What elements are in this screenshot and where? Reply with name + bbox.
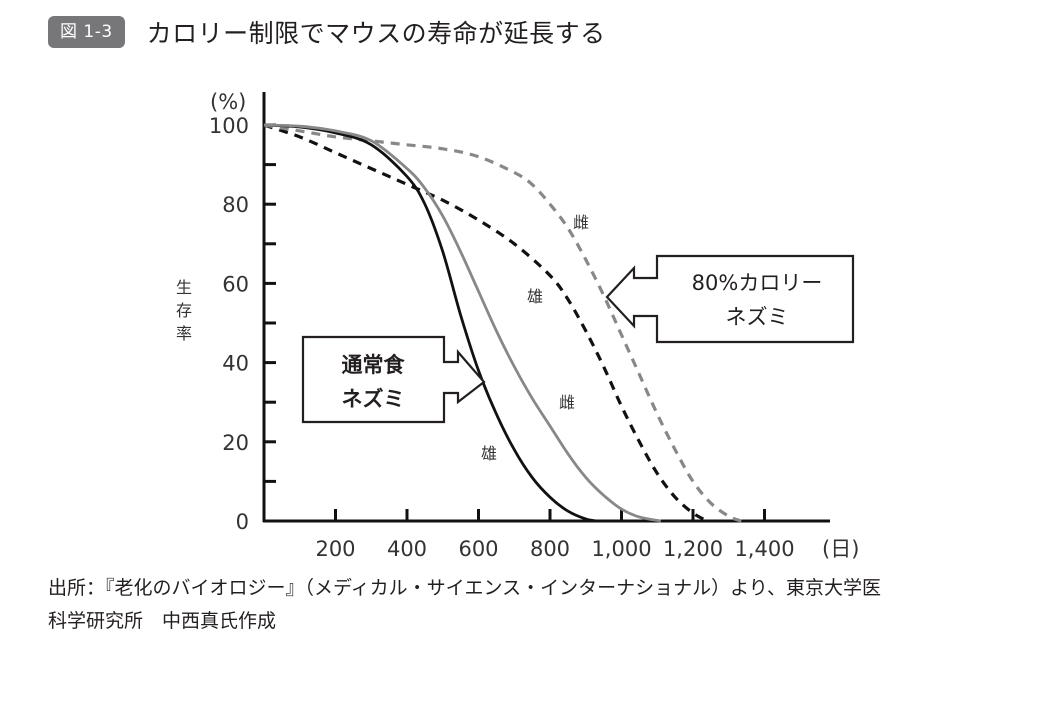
y-tick-label: 60 — [222, 272, 249, 296]
y-unit-label: (%) — [210, 90, 246, 114]
series-line-restricted-female — [263, 123, 742, 523]
callout-restricted-line2: ネズミ — [726, 305, 789, 329]
callout-normal-line1: 通常食 — [342, 353, 406, 377]
callout-normal-line2: ネズミ — [342, 387, 405, 411]
label-male-normal: 雄 — [481, 444, 497, 463]
y-tick-label: 100 — [209, 114, 249, 138]
label-male-restricted: 雄 — [527, 287, 543, 306]
label-female-normal: 雌 — [559, 393, 575, 412]
x-tick-label: 1,000 — [591, 537, 651, 561]
y-axis-title-char-3: 率 — [176, 324, 192, 343]
figure-number-badge: 図 1-3 — [48, 16, 125, 48]
x-tick-label: 800 — [530, 537, 570, 561]
x-tick-label: 1,200 — [663, 537, 723, 561]
y-axis-title-char-2: 存 — [176, 301, 192, 320]
callout-normal: 通常食 ネズミ — [301, 335, 486, 424]
series-line-normal-female — [263, 123, 662, 523]
x-unit-label: (日) — [822, 537, 859, 561]
y-tick-label: 80 — [222, 193, 249, 217]
series-line-normal-male — [263, 123, 597, 523]
source-line-2: 科学研究所 中西真氏作成 — [48, 610, 277, 632]
series-layer — [263, 123, 742, 523]
x-tick-label: 400 — [387, 537, 427, 561]
x-tick-label: 600 — [458, 537, 498, 561]
label-female-restricted: 雌 — [573, 213, 589, 232]
series-line-restricted-male — [263, 123, 709, 523]
y-tick-label: 0 — [236, 510, 249, 534]
callout-restricted: 80%カロリー ネズミ — [605, 254, 855, 344]
y-axis-title-char-1: 生 — [176, 278, 192, 297]
source-line-1: 出所：『老化のバイオロジー』（メディカル・サイエンス・インターナショナル）より、… — [48, 577, 881, 599]
source-note: 出所：『老化のバイオロジー』（メディカル・サイエンス・インターナショナル）より、… — [48, 572, 1008, 638]
x-axis-ticks: 200 400 600 800 1,000 1,200 1,400 — [315, 509, 795, 561]
figure-title: カロリー制限でマウスの寿命が延長する — [146, 19, 606, 48]
x-tick-label: 200 — [315, 537, 355, 561]
y-tick-label: 20 — [222, 431, 249, 455]
callout-restricted-arrow-box — [605, 254, 855, 344]
y-tick-label: 40 — [222, 352, 249, 376]
callout-restricted-line1: 80%カロリー — [692, 271, 823, 295]
x-tick-label: 1,400 — [734, 537, 794, 561]
callout-normal-arrow-box — [301, 335, 486, 424]
figure-header: 図 1-3 カロリー制限でマウスの寿命が延長する — [48, 14, 606, 50]
y-axis-ticks: 0 20 40 60 80 100 — [209, 114, 276, 534]
